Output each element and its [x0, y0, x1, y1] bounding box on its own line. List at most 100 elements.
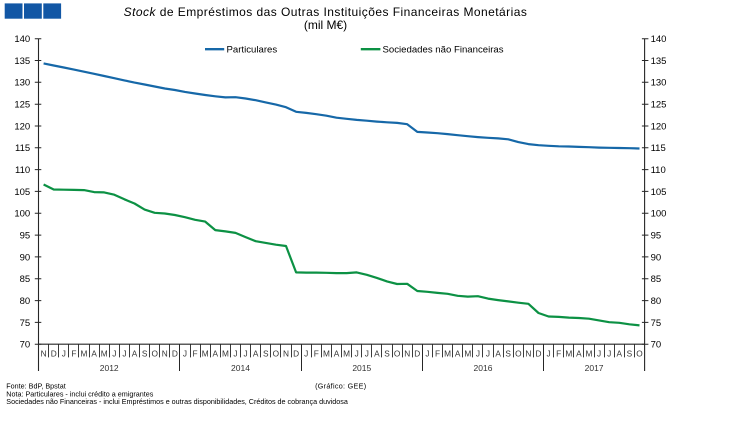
svg-text:M: M: [222, 348, 229, 358]
svg-text:A: A: [132, 348, 138, 358]
svg-text:F: F: [71, 348, 76, 358]
svg-text:80: 80: [20, 296, 31, 307]
svg-text:A: A: [213, 348, 219, 358]
svg-text:105: 105: [14, 187, 30, 198]
svg-text:A: A: [253, 348, 259, 358]
svg-text:135: 135: [651, 56, 667, 67]
svg-text:M: M: [81, 348, 88, 358]
svg-text:O: O: [273, 348, 280, 358]
svg-text:105: 105: [651, 187, 667, 198]
svg-text:Nota: Particulares - inclui cr: Nota: Particulares - inclui crédito a em…: [6, 389, 153, 398]
svg-text:A: A: [334, 348, 340, 358]
svg-text:130: 130: [14, 78, 30, 89]
svg-text:O: O: [515, 348, 522, 358]
svg-text:S: S: [384, 348, 390, 358]
svg-text:2015: 2015: [352, 363, 371, 373]
svg-text:A: A: [617, 348, 623, 358]
svg-text:N: N: [41, 348, 47, 358]
svg-text:M: M: [343, 348, 350, 358]
svg-text:95: 95: [651, 231, 662, 242]
svg-text:115: 115: [15, 143, 30, 154]
svg-text:A: A: [495, 348, 501, 358]
svg-text:A: A: [91, 348, 97, 358]
svg-text:S: S: [263, 348, 269, 358]
svg-text:J: J: [425, 348, 429, 358]
svg-text:A: A: [455, 348, 461, 358]
svg-text:125: 125: [651, 100, 667, 111]
svg-text:70: 70: [651, 340, 662, 351]
svg-text:N: N: [404, 348, 410, 358]
svg-text:90: 90: [20, 252, 31, 263]
svg-text:F: F: [314, 348, 319, 358]
svg-text:100: 100: [14, 209, 30, 220]
svg-text:135: 135: [14, 56, 30, 67]
svg-text:2012: 2012: [100, 363, 119, 373]
svg-text:J: J: [476, 348, 480, 358]
svg-text:O: O: [636, 348, 643, 358]
svg-text:M: M: [565, 348, 572, 358]
svg-text:A: A: [576, 348, 582, 358]
svg-text:D: D: [414, 348, 420, 358]
svg-text:J: J: [233, 348, 237, 358]
svg-text:(mil M€): (mil M€): [304, 18, 347, 32]
svg-text:J: J: [597, 348, 601, 358]
svg-text:J: J: [304, 348, 308, 358]
svg-text:Stock de Empréstimos das Outra: Stock de Empréstimos das Outras Institui…: [124, 5, 528, 19]
svg-text:N: N: [525, 348, 531, 358]
svg-text:O: O: [394, 348, 401, 358]
svg-text:115: 115: [651, 143, 666, 154]
svg-text:D: D: [51, 348, 57, 358]
svg-text:N: N: [283, 348, 289, 358]
svg-text:F: F: [435, 348, 440, 358]
svg-text:75: 75: [20, 318, 31, 329]
svg-text:J: J: [607, 348, 611, 358]
svg-text:Fonte: BdP, Bpstat: Fonte: BdP, Bpstat: [6, 381, 65, 390]
svg-text:F: F: [556, 348, 561, 358]
svg-text:D: D: [172, 348, 178, 358]
svg-text:D: D: [293, 348, 299, 358]
svg-text:2016: 2016: [474, 363, 493, 373]
svg-text:2017: 2017: [585, 363, 604, 373]
svg-text:J: J: [122, 348, 126, 358]
svg-text:80: 80: [651, 296, 662, 307]
svg-text:75: 75: [651, 318, 662, 329]
svg-text:M: M: [323, 348, 330, 358]
svg-text:M: M: [586, 348, 593, 358]
svg-text:140: 140: [14, 34, 30, 45]
svg-text:J: J: [62, 348, 66, 358]
svg-text:M: M: [202, 348, 209, 358]
svg-text:90: 90: [651, 252, 662, 263]
svg-text:J: J: [486, 348, 490, 358]
svg-text:N: N: [162, 348, 168, 358]
svg-text:Particulares: Particulares: [227, 44, 278, 55]
svg-text:O: O: [151, 348, 158, 358]
svg-text:Sociedades não Financeiras - i: Sociedades não Financeiras - inclui Empr…: [6, 397, 348, 406]
svg-text:95: 95: [20, 231, 31, 242]
svg-text:120: 120: [14, 121, 30, 132]
svg-text:J: J: [547, 348, 551, 358]
svg-text:J: J: [112, 348, 116, 358]
svg-text:M: M: [464, 348, 471, 358]
svg-text:(Gráfico: GEE): (Gráfico: GEE): [315, 381, 366, 390]
svg-text:125: 125: [14, 100, 30, 111]
svg-text:140: 140: [651, 34, 667, 45]
svg-text:J: J: [244, 348, 248, 358]
svg-text:70: 70: [20, 340, 31, 351]
svg-text:S: S: [627, 348, 633, 358]
svg-text:2014: 2014: [231, 363, 250, 373]
svg-text:A: A: [374, 348, 380, 358]
svg-text:F: F: [193, 348, 198, 358]
svg-text:110: 110: [651, 165, 666, 176]
svg-text:J: J: [365, 348, 369, 358]
svg-text:M: M: [444, 348, 451, 358]
svg-text:J: J: [355, 348, 359, 358]
svg-text:D: D: [536, 348, 542, 358]
svg-text:J: J: [183, 348, 187, 358]
svg-text:85: 85: [651, 274, 662, 285]
svg-text:S: S: [505, 348, 511, 358]
svg-text:M: M: [101, 348, 108, 358]
svg-text:100: 100: [651, 209, 667, 220]
svg-text:S: S: [142, 348, 148, 358]
svg-text:130: 130: [651, 78, 667, 89]
svg-text:85: 85: [20, 274, 31, 285]
